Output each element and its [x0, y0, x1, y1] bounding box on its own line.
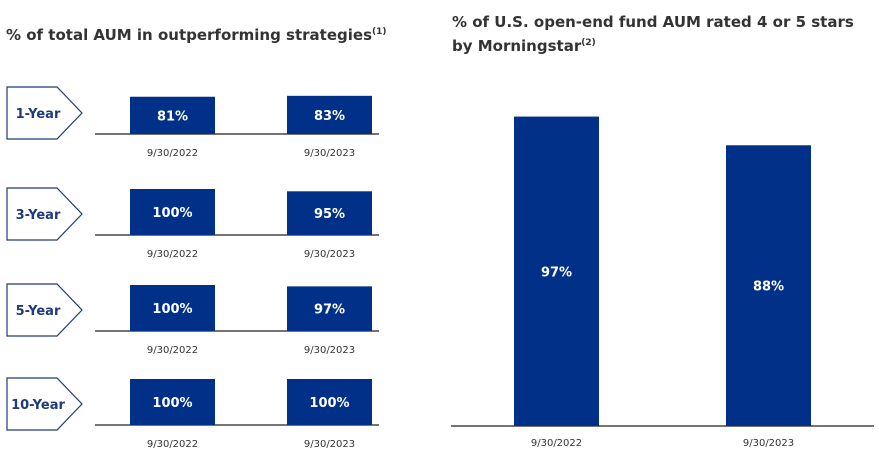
bar-value-label: 97% [541, 265, 572, 280]
x-tick-label: 9/30/2023 [304, 439, 355, 450]
x-tick-label: 9/30/2023 [743, 438, 794, 449]
bar-value-label: 100% [152, 206, 192, 221]
bar [287, 191, 372, 235]
period-label-box [6, 86, 83, 140]
x-tick-label: 9/30/2022 [147, 249, 198, 260]
left-chart-title: % of total AUM in outperforming strategi… [6, 22, 387, 46]
period-label-box [6, 187, 83, 241]
period-label: 10-Year [11, 398, 65, 413]
left-title-text: % of total AUM in outperforming strategi… [6, 26, 372, 44]
bar-value-label: 100% [152, 396, 192, 411]
period-label: 5-Year [16, 304, 61, 319]
x-tick-label: 9/30/2022 [147, 148, 198, 159]
bar-value-label: 95% [314, 207, 345, 222]
bar [130, 285, 215, 331]
bar-value-label: 88% [753, 280, 784, 295]
right-title-footnote: (2) [581, 38, 596, 48]
right-title-text: % of U.S. open-end fund AUM rated 4 or 5… [452, 13, 854, 55]
bar-value-label: 100% [309, 396, 349, 411]
bar-value-label: 83% [314, 109, 345, 124]
bar [287, 286, 372, 331]
x-tick-label: 9/30/2023 [304, 345, 355, 356]
period-label-box [6, 377, 83, 431]
period-label: 3-Year [16, 208, 61, 223]
x-tick-label: 9/30/2023 [304, 148, 355, 159]
bar [130, 189, 215, 235]
bar [287, 95, 372, 134]
x-tick-label: 9/30/2023 [304, 249, 355, 260]
bar-value-label: 100% [152, 302, 192, 317]
bar-value-label: 81% [157, 109, 188, 124]
right-chart-title: % of U.S. open-end fund AUM rated 4 or 5… [452, 12, 872, 57]
bar [130, 379, 215, 425]
bar [514, 116, 599, 426]
x-tick-label: 9/30/2022 [147, 345, 198, 356]
bar [726, 145, 811, 426]
x-tick-label: 9/30/2022 [147, 439, 198, 450]
bar [130, 96, 215, 134]
left-title-footnote: (1) [372, 27, 387, 37]
period-label-box [6, 283, 83, 337]
x-tick-label: 9/30/2022 [531, 438, 582, 449]
period-label: 1-Year [16, 107, 61, 122]
bar-value-label: 97% [314, 303, 345, 318]
bar [287, 379, 372, 425]
